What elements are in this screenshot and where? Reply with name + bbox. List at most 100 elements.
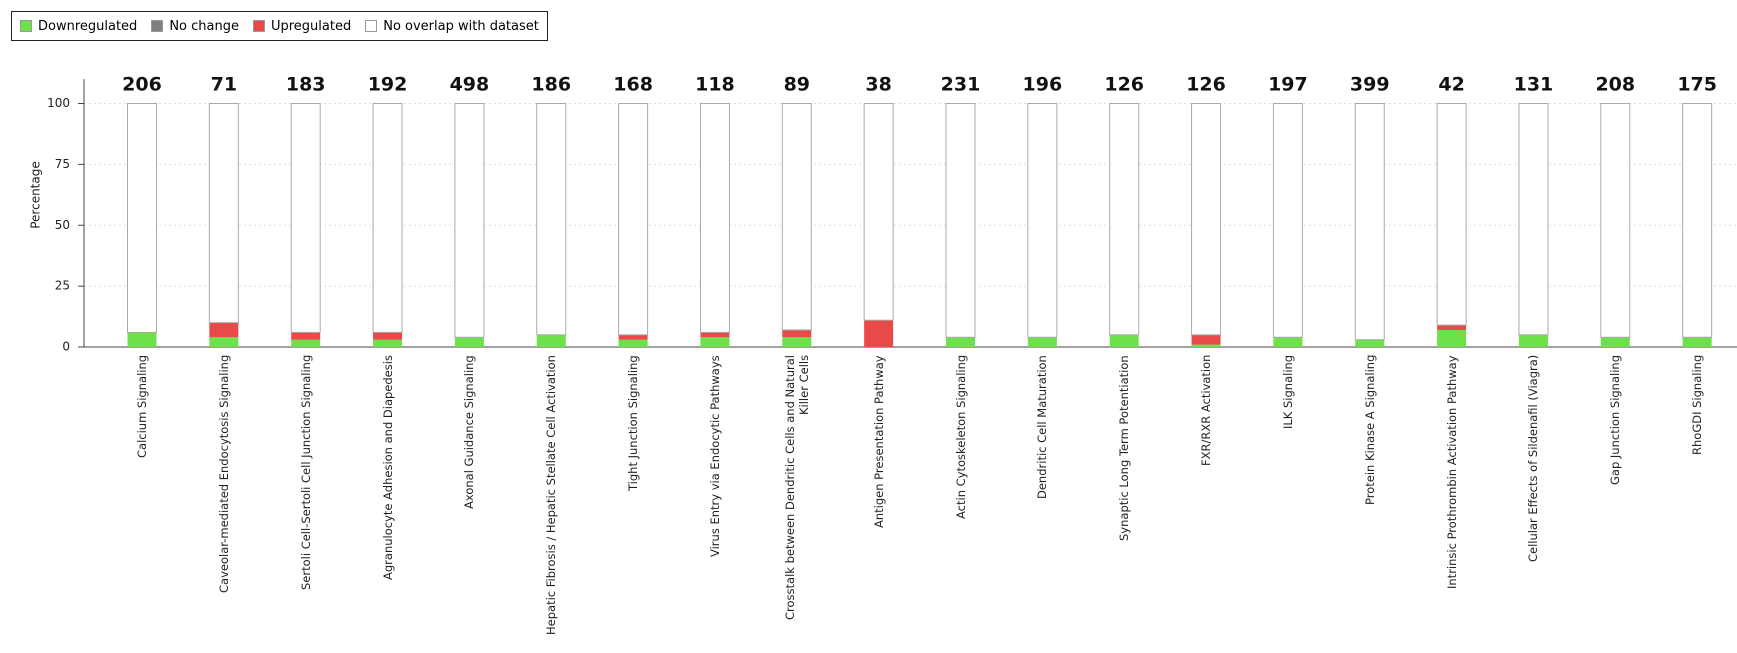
bar-segment — [618, 334, 648, 340]
legend-label: No change — [169, 18, 239, 34]
bar-segment — [1272, 103, 1303, 338]
bar-segment — [699, 103, 730, 333]
bar-total: 231 — [941, 74, 981, 96]
bar-segment — [536, 103, 567, 336]
bar-segment — [864, 320, 894, 347]
x-tick-label: Agranulocyte Adhesion and Diapedesis — [380, 355, 395, 580]
bar-total: 89 — [784, 74, 810, 96]
legend-label: Downregulated — [38, 18, 138, 34]
bar-total: 197 — [1268, 74, 1308, 96]
bar-total: 71 — [211, 74, 237, 96]
bar-segment — [209, 322, 239, 338]
legend-swatch — [151, 20, 164, 32]
x-tick-label: Dendritic Cell Maturation — [1035, 355, 1050, 499]
bar-total: 42 — [1438, 74, 1464, 96]
bar-segment — [945, 103, 976, 338]
bar-total: 38 — [865, 74, 891, 96]
bar-segment — [1518, 103, 1549, 336]
bar-total: 186 — [531, 74, 571, 96]
bar-segment — [373, 339, 403, 347]
bar-total: 168 — [613, 74, 653, 96]
bar-segment — [208, 103, 239, 324]
bar-segment — [1354, 103, 1385, 341]
x-tick-label: Sertoli Cell-Sertoli Cell Junction Signa… — [298, 355, 313, 591]
bar-segment — [782, 329, 812, 338]
bar-segment — [618, 339, 648, 347]
y-tick-label: 75 — [55, 157, 70, 171]
bar-segment — [1191, 344, 1221, 347]
x-tick-label: Protein Kinase A Signaling — [1362, 355, 1377, 506]
legend-item: No change — [151, 19, 239, 34]
x-tick-label: Actin Cytoskeleton Signaling — [953, 355, 968, 520]
bar-total: 118 — [695, 74, 735, 96]
legend-swatch — [252, 20, 265, 32]
legend-label: No overlap with dataset — [383, 18, 539, 34]
bar-total: 192 — [368, 74, 408, 96]
bar-segment — [127, 103, 157, 333]
bar-segment — [290, 103, 321, 333]
x-tick-label: Hepatic Fibrosis / Hepatic Stellate Cell… — [544, 355, 559, 635]
bar-segment — [782, 337, 812, 347]
bar-segment — [209, 337, 239, 347]
bar-segment — [1437, 329, 1467, 347]
x-tick-label: Calcium Signaling — [135, 355, 149, 459]
bar-segment — [373, 332, 403, 340]
bar-segment — [1027, 337, 1057, 347]
legend-swatch — [365, 20, 378, 32]
bar-total: 498 — [450, 74, 490, 96]
bar-segment — [1600, 103, 1631, 338]
bar-segment — [1436, 103, 1467, 326]
bar-segment — [1109, 334, 1139, 347]
bar-total: 399 — [1350, 74, 1390, 96]
bar-segment — [1191, 334, 1221, 345]
bar-segment — [1355, 339, 1385, 347]
bar-total: 175 — [1677, 74, 1717, 96]
bar-segment — [1191, 103, 1222, 336]
legend-item: Downregulated — [20, 19, 137, 34]
x-tick-label: ILK Signaling — [1280, 355, 1295, 430]
legend-swatch — [20, 20, 32, 32]
bar-segment — [1518, 334, 1548, 347]
bar-segment — [1027, 103, 1058, 338]
bar-segment — [291, 332, 321, 340]
bar-total: 206 — [122, 74, 162, 96]
bar-segment — [618, 103, 649, 336]
x-tick-label: Tight Junction Signaling — [626, 355, 641, 491]
x-tick-label: Caveolar-mediated Endocytosis Signaling — [216, 355, 231, 594]
bar-segment — [946, 337, 975, 347]
bar-total: 183 — [286, 74, 326, 96]
x-tick-label: RhoGDI Signaling — [1690, 355, 1705, 456]
x-tick-label: Gap Junction Signaling — [1608, 355, 1623, 485]
bar-segment — [372, 103, 403, 333]
x-tick-label: Axonal Guidance Signaling — [462, 355, 477, 509]
x-tick-label: FXR/RXR Activation — [1199, 355, 1214, 467]
x-tick-label: Intrinsic Prothrombin Activation Pathway — [1444, 355, 1459, 589]
bar-segment — [700, 337, 730, 347]
y-axis-label: Percentage — [29, 161, 43, 229]
bar-total: 131 — [1514, 74, 1554, 96]
y-tick-label: 50 — [55, 218, 70, 232]
bar-segment — [781, 103, 812, 331]
bar-segment — [127, 332, 157, 347]
x-tick-label: Crosstalk between Dendritic Cells and Na… — [782, 355, 811, 620]
bar-segment — [863, 103, 894, 321]
bar-total: 196 — [1023, 74, 1063, 96]
bar-segment — [1682, 103, 1713, 338]
bar-segment — [1437, 325, 1467, 330]
x-tick-label: Synaptic Long Term Potentiation — [1117, 355, 1132, 541]
legend-item: Upregulated — [252, 18, 352, 34]
legend-item: No overlap with dataset — [365, 19, 539, 34]
bar-segment — [1273, 337, 1303, 347]
bar-segment — [1600, 337, 1630, 347]
bar-segment — [454, 103, 485, 338]
bar-total: 126 — [1104, 74, 1144, 96]
bar-segment — [1109, 103, 1140, 336]
y-tick-label: 0 — [62, 340, 70, 354]
bar-segment — [700, 332, 730, 338]
bar-segment — [291, 339, 321, 347]
bar-total: 208 — [1595, 74, 1635, 96]
legend-label: Upregulated — [270, 18, 352, 34]
legend: Downregulated No change Upregulated No over… — [11, 11, 548, 41]
